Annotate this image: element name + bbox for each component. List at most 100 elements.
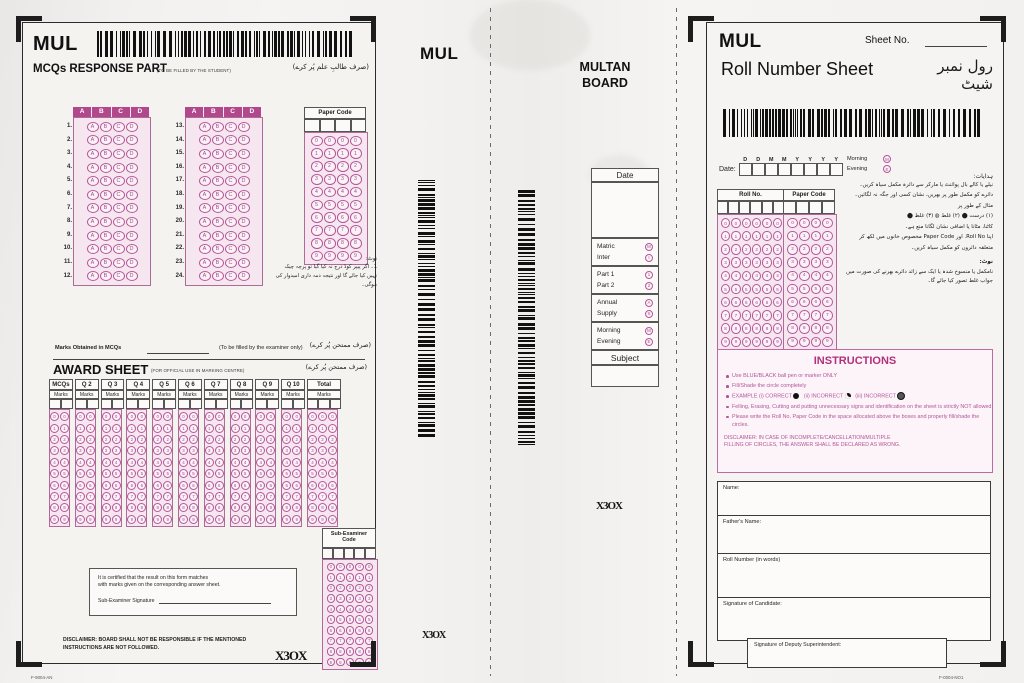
lp-papercode-bubble-4[interactable]: 4 bbox=[336, 186, 349, 198]
award-bubble-2[interactable]: 2 bbox=[317, 434, 327, 444]
rp-rollno-bubble-2[interactable]: 2 bbox=[752, 244, 762, 255]
award-bubble-0[interactable]: 0 bbox=[292, 412, 302, 422]
lp-papercode-bubble-0[interactable]: 0 bbox=[336, 135, 349, 147]
award-bubble-6[interactable]: 6 bbox=[188, 480, 198, 490]
award-bubble-4[interactable]: 4 bbox=[163, 457, 173, 467]
rp-papercode-bubble-3[interactable]: 3 bbox=[810, 257, 822, 268]
mcq-bubble-b[interactable]: B bbox=[211, 189, 224, 200]
award-bubble-0[interactable]: 0 bbox=[111, 412, 121, 422]
award-bubble-0[interactable]: 0 bbox=[240, 412, 250, 422]
award-bubble-7[interactable]: 7 bbox=[178, 491, 188, 501]
mcq-bubble-a[interactable]: A bbox=[86, 135, 99, 146]
subexam-code-bubble-6[interactable]: 6 bbox=[345, 626, 355, 635]
subexam-code-bubble-1[interactable]: 1 bbox=[345, 573, 355, 582]
award-bubble-0[interactable]: 0 bbox=[282, 412, 292, 422]
session-option-bubble[interactable]: E bbox=[883, 165, 891, 173]
award-bubble-8[interactable]: 8 bbox=[204, 503, 214, 513]
mcq-bubble-b[interactable]: B bbox=[99, 148, 112, 159]
award-bubble-1[interactable]: 1 bbox=[188, 423, 198, 433]
mcq-bubble-a[interactable]: A bbox=[86, 176, 99, 187]
mcq-bubble-d[interactable]: D bbox=[237, 135, 250, 146]
award-writein-cell[interactable] bbox=[100, 399, 113, 409]
award-bubble-8[interactable]: 8 bbox=[127, 503, 137, 513]
stub-option-bubble[interactable]: E bbox=[645, 337, 653, 346]
award-bubble-5[interactable]: 5 bbox=[85, 469, 95, 479]
stub-option-bubble[interactable]: M bbox=[645, 242, 653, 251]
subexam-code-bubble-9[interactable]: 9 bbox=[336, 657, 345, 667]
award-writein-cell[interactable] bbox=[138, 399, 151, 409]
award-bubble-8[interactable]: 8 bbox=[111, 503, 121, 513]
award-bubble-6[interactable]: 6 bbox=[292, 480, 302, 490]
lp-papercode-bubble-0[interactable]: 0 bbox=[349, 135, 362, 147]
subexam-code-bubble-8[interactable]: 8 bbox=[326, 647, 336, 656]
award-bubble-3[interactable]: 3 bbox=[127, 446, 137, 456]
award-bubble-5[interactable]: 5 bbox=[214, 469, 224, 479]
award-bubble-2[interactable]: 2 bbox=[178, 434, 188, 444]
rp-rollno-bubble-8[interactable]: 8 bbox=[741, 323, 751, 334]
stub-option-bubble[interactable]: M bbox=[645, 326, 653, 335]
rp-rollno-bubble-6[interactable]: 6 bbox=[772, 297, 783, 308]
award-bubble-8[interactable]: 8 bbox=[188, 503, 198, 513]
deputy-superintendent-field[interactable]: Signature of Deputy Superintendent: bbox=[747, 638, 947, 668]
award-bubble-5[interactable]: 5 bbox=[240, 469, 250, 479]
candidate-field[interactable]: Name: bbox=[717, 481, 991, 515]
subexam-code-bubble-6[interactable]: 6 bbox=[355, 626, 364, 635]
award-bubble-7[interactable]: 7 bbox=[292, 491, 302, 501]
mcq-bubble-d[interactable]: D bbox=[237, 176, 250, 187]
award-bubble-7[interactable]: 7 bbox=[111, 491, 121, 501]
award-bubble-3[interactable]: 3 bbox=[307, 446, 317, 456]
rp-rollno-bubble-4[interactable]: 4 bbox=[772, 270, 783, 282]
award-bubble-9[interactable]: 9 bbox=[256, 514, 266, 524]
award-bubble-5[interactable]: 5 bbox=[111, 469, 121, 479]
award-bubble-6[interactable]: 6 bbox=[153, 480, 163, 490]
stub-date-box[interactable] bbox=[591, 182, 659, 238]
award-bubble-8[interactable]: 8 bbox=[50, 503, 59, 513]
award-bubble-1[interactable]: 1 bbox=[230, 423, 240, 433]
rp-rollno-writein-cell[interactable] bbox=[728, 201, 740, 214]
award-bubble-4[interactable]: 4 bbox=[214, 457, 224, 467]
award-bubble-9[interactable]: 9 bbox=[266, 514, 276, 524]
subexam-code-bubble-4[interactable]: 4 bbox=[355, 604, 364, 614]
rp-papercode-bubble-2[interactable]: 2 bbox=[787, 244, 798, 255]
award-bubble-2[interactable]: 2 bbox=[282, 434, 292, 444]
subexam-code-bubble-4[interactable]: 4 bbox=[345, 604, 355, 614]
award-bubble-5[interactable]: 5 bbox=[292, 469, 302, 479]
mcq-bubble-c[interactable]: C bbox=[112, 203, 125, 214]
rp-rollno-bubble-0[interactable]: 0 bbox=[741, 217, 751, 229]
subexam-code-bubble-1[interactable]: 1 bbox=[336, 573, 345, 582]
award-column[interactable]: Q 10 Marks 0 0 1 1 2 2 3 3 4 4 5 5 6 6 7 7 8 8 9 9 bbox=[281, 379, 305, 527]
award-bubble-5[interactable]: 5 bbox=[60, 469, 69, 479]
mcq-bubble-d[interactable]: D bbox=[125, 148, 138, 159]
award-bubble-1[interactable]: 1 bbox=[111, 423, 121, 433]
award-bubble-5[interactable]: 5 bbox=[75, 469, 85, 479]
award-bubble-6[interactable]: 6 bbox=[111, 480, 121, 490]
lp-papercode-bubble-0[interactable]: 0 bbox=[310, 135, 323, 147]
rp-rollno-bubble-9[interactable]: 9 bbox=[752, 336, 762, 347]
award-bubble-4[interactable]: 4 bbox=[282, 457, 292, 467]
award-bubble-3[interactable]: 3 bbox=[327, 446, 337, 456]
subexam-code-bubble-3[interactable]: 3 bbox=[336, 594, 345, 603]
mcq-bubble-d[interactable]: D bbox=[125, 203, 138, 214]
